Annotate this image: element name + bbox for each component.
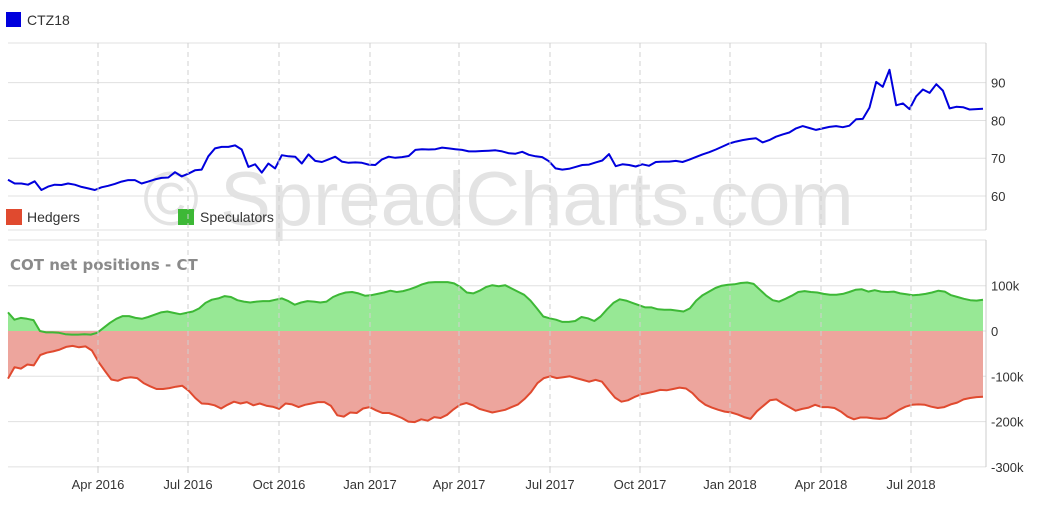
x-tick-label: Jul 2017 <box>525 477 574 492</box>
watermark-text: © SpreadCharts.com <box>143 157 854 242</box>
x-tick-label: Jan 2017 <box>343 477 397 492</box>
legend-swatch-ctz18 <box>6 12 21 27</box>
x-axis: Apr 2016 Jul 2016 Oct 2016 Jan 2017 Apr 2017… <box>72 477 936 492</box>
x-tick-label: Oct 2016 <box>253 477 306 492</box>
cot-tick-label: -100k <box>991 369 1024 384</box>
cot-panel-title: COT net positions - CT <box>10 256 198 274</box>
x-tick-label: Apr 2017 <box>433 477 486 492</box>
price-tick-label: 70 <box>991 151 1005 166</box>
x-tick-label: Jan 2018 <box>703 477 757 492</box>
price-tick-label: 90 <box>991 76 1005 91</box>
price-tick-label: 80 <box>991 113 1005 128</box>
hedgers-area <box>8 331 983 423</box>
x-tick-label: Jul 2018 <box>886 477 935 492</box>
legend-swatch-hedgers <box>6 209 22 225</box>
price-tick-label: 60 <box>991 189 1005 204</box>
cot-y-axis: 100k 0 -100k -200k -300k <box>991 279 1024 475</box>
price-line-ctz18 <box>7 68 984 191</box>
legend-swatch-speculators <box>178 209 194 225</box>
x-tick-label: Jul 2016 <box>163 477 212 492</box>
x-tick-label: Apr 2016 <box>72 477 125 492</box>
speculators-line <box>7 281 984 336</box>
x-tick-label: Apr 2018 <box>795 477 848 492</box>
cot-tick-label: 100k <box>991 279 1020 294</box>
date-gridlines <box>97 43 912 473</box>
legend-label-speculators: Speculators <box>200 209 274 225</box>
legend-label-hedgers: Hedgers <box>27 209 80 225</box>
x-tick-label: Oct 2017 <box>614 477 667 492</box>
cot-tick-label: 0 <box>991 324 998 339</box>
price-grid <box>8 42 987 231</box>
price-y-axis: 60 70 80 90 <box>991 76 1005 204</box>
legend-label-ctz18: CTZ18 <box>27 12 70 28</box>
speculators-area <box>8 282 983 335</box>
cot-tick-label: -200k <box>991 415 1024 430</box>
cot-tick-label: -300k <box>991 460 1024 475</box>
